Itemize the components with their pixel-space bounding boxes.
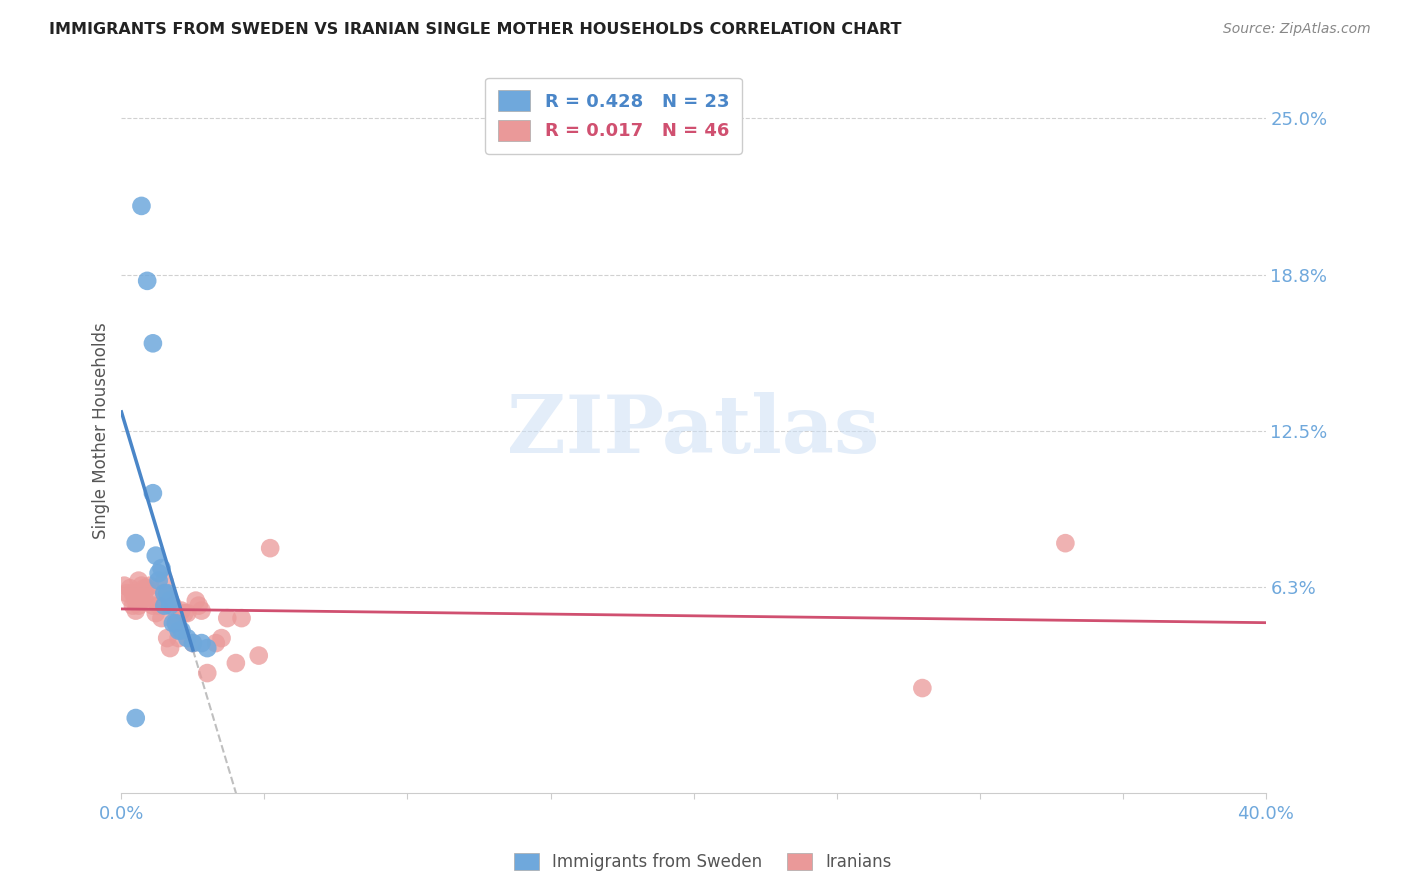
Point (131, 591, 153, 606)
Point (112, 579, 135, 593)
Text: ZIPatlas: ZIPatlas (508, 392, 880, 470)
Point (162, 599, 184, 613)
Point (167, 624, 190, 638)
Point (165, 616, 187, 631)
Point (162, 616, 184, 631)
Point (142, 599, 165, 613)
Point (911, 681, 934, 695)
Point (128, 574, 150, 588)
Point (156, 586, 179, 600)
Point (187, 599, 209, 613)
Point (211, 631, 233, 645)
Point (247, 648, 270, 663)
Point (153, 599, 176, 613)
Point (148, 574, 170, 588)
Point (176, 631, 198, 645)
Point (118, 591, 141, 606)
Point (1054, 536, 1077, 550)
Point (176, 606, 198, 620)
Point (145, 606, 167, 620)
Point (125, 711, 148, 725)
Legend: Immigrants from Sweden, Iranians: Immigrants from Sweden, Iranians (506, 845, 900, 880)
Point (134, 591, 156, 606)
Point (139, 591, 162, 606)
Point (136, 274, 159, 288)
Point (125, 604, 148, 618)
Point (159, 599, 181, 613)
Point (167, 631, 190, 645)
Point (142, 336, 165, 351)
Point (122, 586, 145, 600)
Text: Source: ZipAtlas.com: Source: ZipAtlas.com (1223, 22, 1371, 37)
Point (195, 666, 218, 681)
Point (128, 599, 150, 613)
Point (217, 611, 239, 625)
Point (165, 616, 187, 631)
Point (148, 566, 170, 581)
Point (181, 636, 204, 650)
Point (131, 579, 153, 593)
Point (156, 631, 179, 645)
Y-axis label: Single Mother Households: Single Mother Households (93, 322, 110, 539)
Point (153, 586, 176, 600)
Point (225, 656, 247, 670)
Point (125, 536, 148, 550)
Point (131, 593, 153, 607)
Legend: R = 0.428   N = 23, R = 0.017   N = 46: R = 0.428 N = 23, R = 0.017 N = 46 (485, 78, 742, 153)
Point (205, 636, 228, 650)
Point (115, 586, 138, 600)
Point (170, 624, 193, 638)
Point (131, 199, 153, 213)
Point (159, 641, 181, 656)
Point (153, 586, 176, 600)
Point (150, 611, 173, 625)
Point (145, 549, 167, 563)
Point (118, 581, 141, 595)
Point (150, 561, 173, 575)
Point (231, 611, 253, 625)
Point (148, 599, 170, 613)
Point (153, 574, 176, 588)
Point (136, 581, 159, 595)
Point (122, 599, 145, 613)
Point (159, 593, 181, 607)
Text: IMMIGRANTS FROM SWEDEN VS IRANIAN SINGLE MOTHER HOUSEHOLDS CORRELATION CHART: IMMIGRANTS FROM SWEDEN VS IRANIAN SINGLE… (49, 22, 901, 37)
Point (142, 486, 165, 500)
Point (184, 593, 207, 607)
Point (125, 593, 148, 607)
Point (190, 636, 212, 650)
Point (134, 581, 156, 595)
Point (190, 604, 212, 618)
Point (181, 636, 204, 650)
Point (139, 579, 162, 593)
Point (195, 641, 218, 656)
Point (259, 541, 281, 556)
Point (170, 604, 193, 618)
Point (173, 606, 195, 620)
